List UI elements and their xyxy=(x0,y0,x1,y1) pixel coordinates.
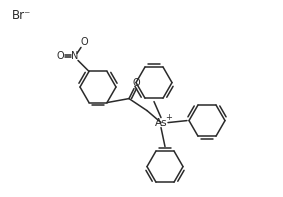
Text: As: As xyxy=(155,118,167,128)
Text: O: O xyxy=(80,37,88,47)
Text: O: O xyxy=(56,51,64,61)
Text: N: N xyxy=(71,51,79,61)
Text: Br⁻: Br⁻ xyxy=(12,8,31,21)
Text: +: + xyxy=(166,113,172,122)
Text: O: O xyxy=(132,78,140,88)
